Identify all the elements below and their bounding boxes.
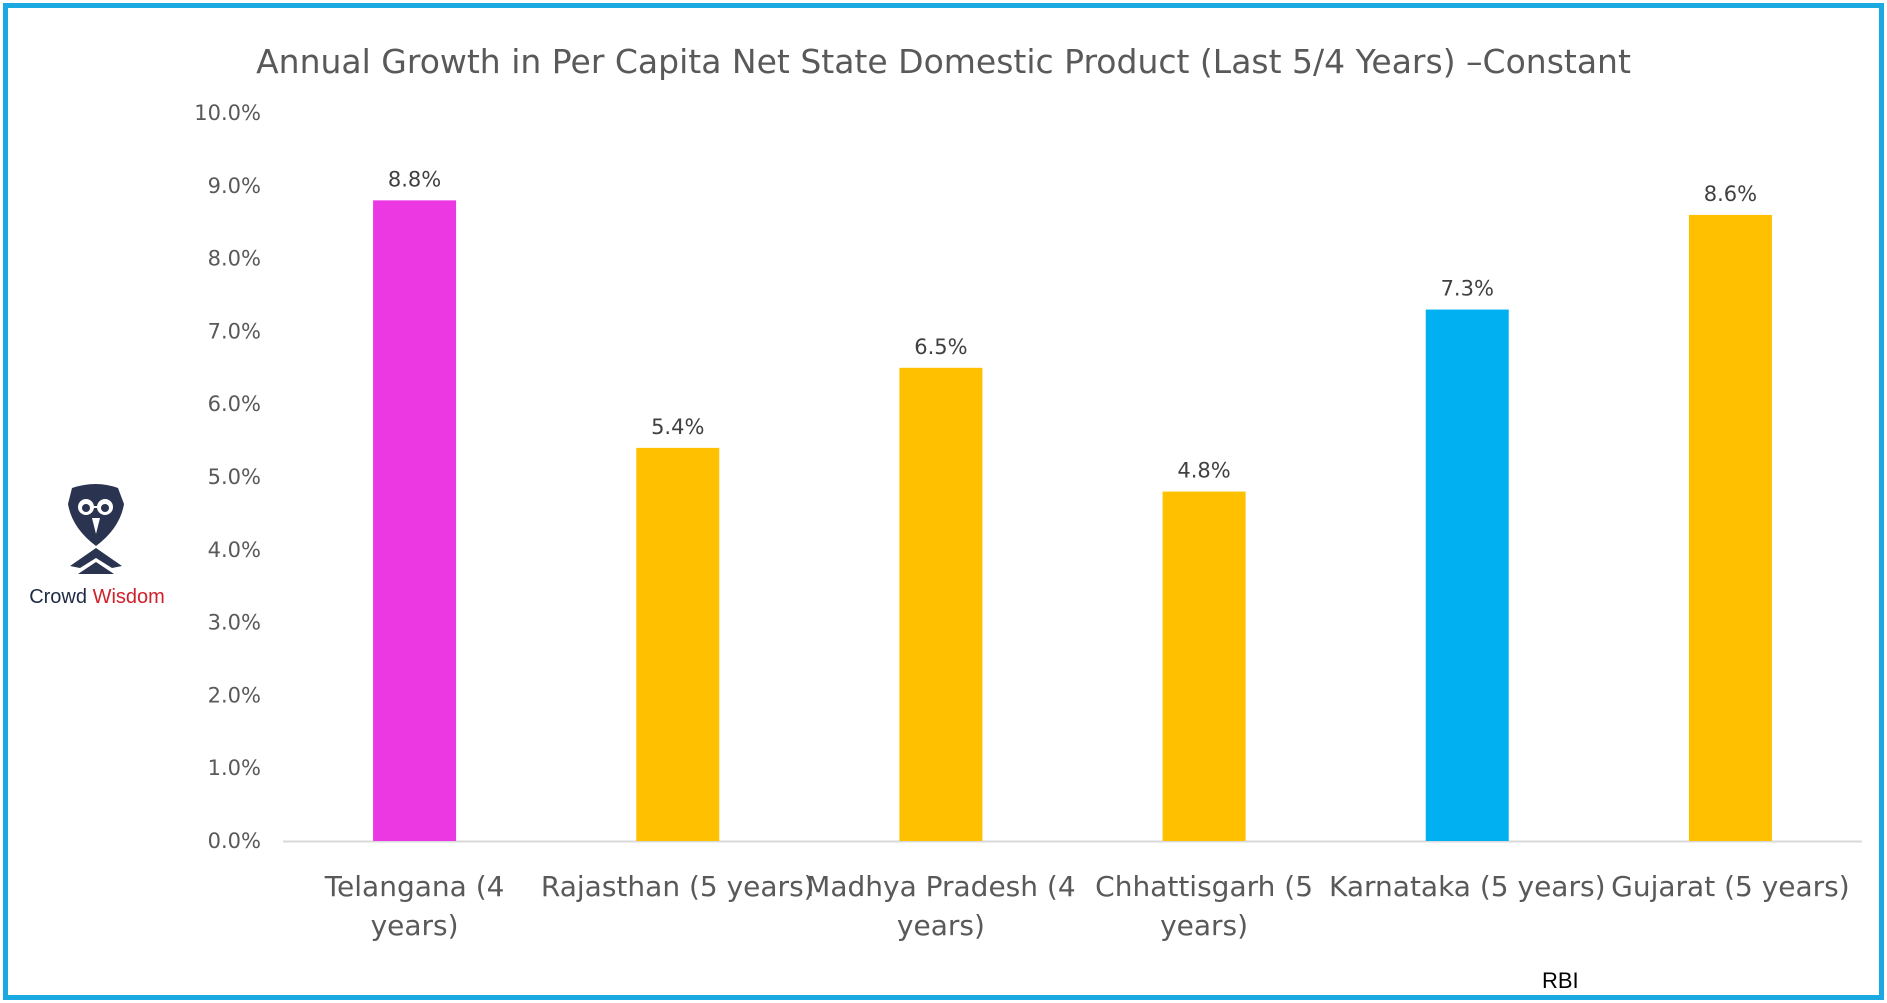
crowd-wisdom-logo: Crowd Wisdom	[12, 482, 182, 612]
bar	[373, 200, 457, 842]
x-tick-label: Madhya Pradesh (4 years)	[806, 870, 1076, 942]
data-label: 5.4%	[651, 415, 704, 439]
x-tick-label: Karnataka (5 years)	[1329, 870, 1606, 903]
data-label: 8.6%	[1704, 182, 1757, 206]
logo-word-wisdom: Wisdom	[92, 586, 165, 608]
data-label: 6.5%	[914, 335, 967, 359]
data-label: 8.8%	[388, 167, 441, 191]
data-labels: 8.8% 5.4% 6.5% 4.8% 7.3% 8.6%	[388, 167, 1757, 482]
y-tick-label: 3.0%	[208, 611, 261, 635]
data-label: 7.3%	[1441, 277, 1494, 301]
x-tick-label: Rajasthan (5 years)	[541, 870, 815, 903]
y-tick-label: 2.0%	[208, 683, 261, 707]
bar	[1425, 309, 1509, 841]
logo-word-crowd: Crowd	[29, 586, 87, 608]
x-tick-label: Chhattisgarh (5 years)	[1095, 870, 1313, 942]
y-tick-label: 0.0%	[208, 829, 261, 853]
bar	[899, 367, 983, 841]
source-label: RBI	[1542, 968, 1579, 993]
bar	[636, 447, 720, 841]
logo-wordmark: Crowd Wisdom	[12, 586, 182, 609]
owl-icon	[68, 484, 124, 574]
bars	[373, 200, 1772, 842]
bar	[1688, 214, 1772, 842]
y-tick-label: 5.0%	[208, 465, 261, 489]
y-tick-label: 7.0%	[208, 319, 261, 343]
data-label: 4.8%	[1177, 459, 1230, 483]
x-axis-labels: Telangana (4 years) Rajasthan (5 years)Mad…	[324, 870, 1850, 942]
y-tick-label: 6.0%	[208, 392, 261, 416]
y-tick-label: 1.0%	[208, 756, 261, 780]
x-tick-label: Telangana (4 years)	[324, 870, 505, 942]
x-tick-label: Gujarat (5 years)	[1611, 870, 1850, 903]
y-tick-label: 8.0%	[208, 247, 261, 271]
y-tick-label: 10.0%	[194, 101, 261, 125]
chart-title: Annual Growth in Per Capita Net State Do…	[256, 42, 1631, 81]
y-axis-ticks: 0.0% 1.0% 2.0% 3.0% 4.0% 5.0% 6.0% 7.0% 8.0% 9.0%…	[194, 101, 261, 853]
y-tick-label: 4.0%	[208, 538, 261, 562]
y-tick-label: 9.0%	[208, 174, 261, 198]
bar	[1162, 491, 1246, 841]
